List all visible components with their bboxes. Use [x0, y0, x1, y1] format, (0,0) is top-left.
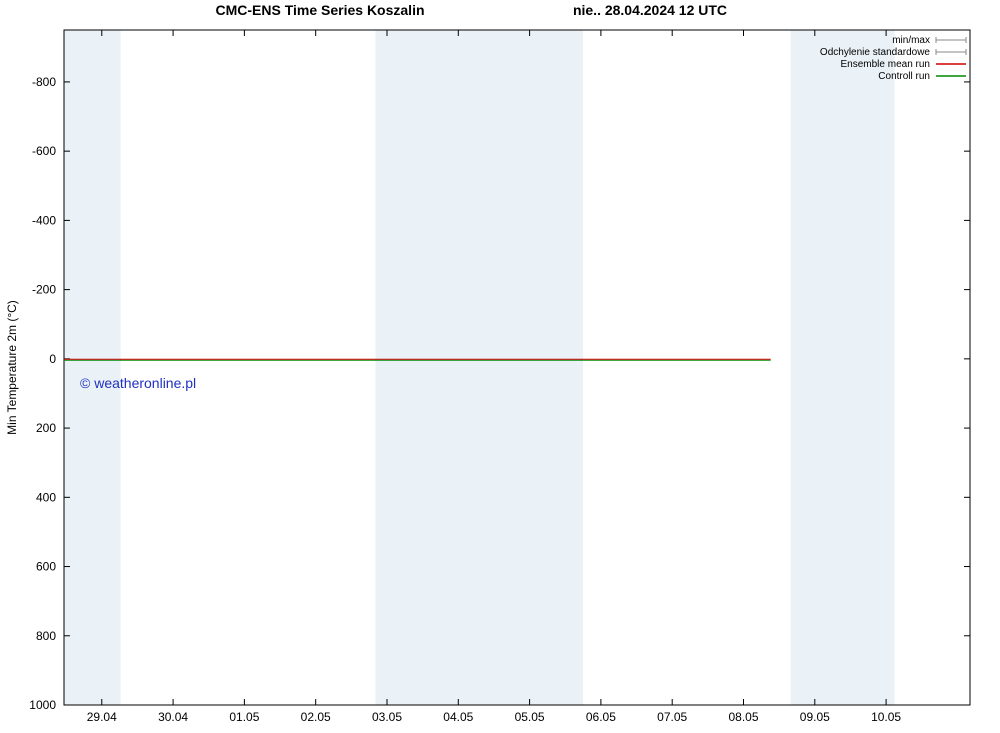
y-tick-label: 200 — [36, 421, 56, 435]
x-tick-label: 04.05 — [443, 710, 473, 724]
x-tick-label: 07.05 — [657, 710, 687, 724]
y-tick-label: 600 — [36, 560, 56, 574]
y-tick-label: 0 — [49, 352, 56, 366]
y-axis-label: Min Temperature 2m (°C) — [5, 300, 19, 435]
y-tick-label: 1000 — [29, 698, 56, 712]
x-tick-label: 06.05 — [586, 710, 616, 724]
shaded-band — [64, 30, 121, 705]
y-tick-label: 400 — [36, 490, 56, 504]
chart-container: -800 -600 -400 -200 0 200 400 600 800 1000 29.04 30… — [0, 0, 1000, 733]
x-tick-label: 02.05 — [301, 710, 331, 724]
x-tick-label: 10.05 — [871, 710, 901, 724]
x-tick-label: 05.05 — [515, 710, 545, 724]
legend-label: Odchylenie standardowe — [820, 47, 931, 58]
x-tick-label: 29.04 — [87, 710, 117, 724]
y-tick-label: -800 — [32, 75, 56, 89]
x-tick-label: 01.05 — [229, 710, 259, 724]
shaded-band — [791, 30, 895, 705]
y-tick-label: -400 — [32, 213, 56, 227]
legend-label: Controll run — [878, 71, 930, 82]
y-tick-label: 800 — [36, 629, 56, 643]
chart-title-left: CMC-ENS Time Series Koszalin — [215, 2, 424, 18]
x-tick-label: 03.05 — [372, 710, 402, 724]
legend-label: min/max — [892, 35, 930, 46]
y-tick-label: -600 — [32, 144, 56, 158]
x-tick-label: 08.05 — [728, 710, 758, 724]
chart-title-right: nie.. 28.04.2024 12 UTC — [573, 2, 727, 18]
x-tick-label: 30.04 — [158, 710, 188, 724]
chart-svg: -800 -600 -400 -200 0 200 400 600 800 1000 29.04 30… — [0, 0, 1000, 733]
y-tick-label: -200 — [32, 283, 56, 297]
x-tick-label: 09.05 — [800, 710, 830, 724]
shaded-band — [375, 30, 583, 705]
legend-label: Ensemble mean run — [841, 59, 931, 70]
watermark: © weatheronline.pl — [80, 375, 196, 391]
